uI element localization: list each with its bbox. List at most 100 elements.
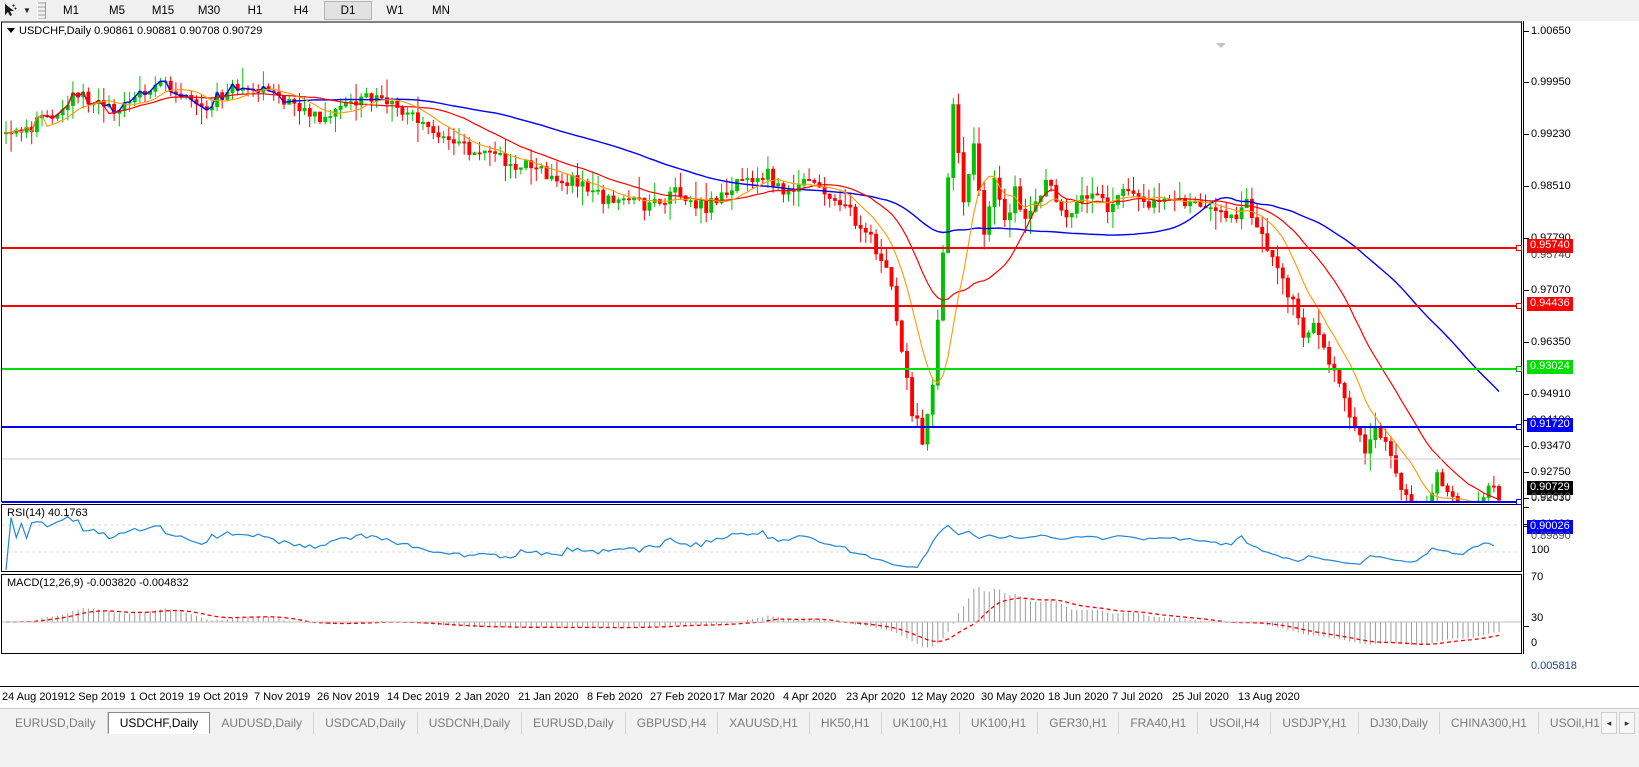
chart-tab-eurusd-daily[interactable]: EURUSD,Daily — [522, 712, 626, 734]
chart-tab-gbpusd-h4[interactable]: GBPUSD,H4 — [626, 712, 719, 734]
level-line-pivot-green[interactable] — [2, 366, 1522, 372]
chart-tab-usdjpy-h1[interactable]: USDJPY,H1 — [1271, 712, 1359, 734]
chart-tab-uk100-h1[interactable]: UK100,H1 — [960, 712, 1039, 734]
date-tick-6: 14 Dec 2019 — [387, 691, 450, 703]
chevron-down-icon[interactable]: ▼ — [23, 6, 31, 15]
price-chip-support-2[interactable]: 0.90026 — [1527, 520, 1573, 534]
price-tick-4: 0.98510 — [1531, 180, 1571, 192]
chart-tab-china300-h1[interactable]: CHINA300,H1 — [1440, 712, 1539, 734]
rsi-pane-title: RSI(14) 40.1763 — [7, 507, 88, 519]
date-tick-11: 17 Mar 2020 — [713, 691, 775, 703]
macd-chart-svg — [2, 586, 1521, 648]
chart-tab-usdchf-daily[interactable]: USDCHF,Daily — [107, 712, 211, 734]
price-tick-13: 0.92030 — [1531, 492, 1571, 504]
tab-scroll-controls: ◂ ▸ — [1601, 712, 1635, 734]
price-axis[interactable]: 1.00650 0.99950 0.99230 0.98510 0.97790 … — [1523, 21, 1639, 754]
price-tick-subtle-2: 0.90610 — [1531, 491, 1571, 503]
price-chip-resistance-1[interactable]: 0.95740 — [1527, 239, 1573, 253]
rsi-tick-0: 0 — [1531, 637, 1538, 649]
chart-tab-audusd-daily[interactable]: AUDUSD,Daily — [210, 712, 315, 734]
price-pane-title: USDCHF,Daily 0.90861 0.90881 0.90708 0.9… — [7, 25, 262, 37]
level-line-support-2[interactable] — [2, 499, 1522, 505]
chart-scroll-handle[interactable] — [1216, 43, 1226, 48]
chart-tab-uk100-h1[interactable]: UK100,H1 — [882, 712, 960, 734]
level-line-support-1[interactable] — [2, 424, 1522, 430]
date-tick-18: 25 Jul 2020 — [1172, 691, 1229, 703]
date-tick-10: 27 Feb 2020 — [650, 691, 712, 703]
price-chip-support-1[interactable]: 0.91720 — [1527, 418, 1573, 432]
chart-area[interactable]: USDCHF,Daily 0.90861 0.90881 0.90708 0.9… — [0, 21, 1639, 754]
date-tick-9: 8 Feb 2020 — [587, 691, 643, 703]
price-tick-12: 0.92750 — [1531, 466, 1571, 478]
chart-tab-ger30-h1[interactable]: GER30,H1 — [1038, 712, 1120, 734]
macd-pane[interactable]: MACD(12,26,9) -0.003820 -0.004832 — [1, 574, 1522, 654]
date-tick-15: 30 May 2020 — [981, 691, 1045, 703]
price-tick-3: 0.99230 — [1531, 128, 1571, 140]
level-line-resistance-2[interactable] — [2, 303, 1522, 309]
date-tick-14: 12 May 2020 — [911, 691, 975, 703]
level-line-resistance-1[interactable] — [2, 245, 1522, 251]
price-pane[interactable]: USDCHF,Daily 0.90861 0.90881 0.90708 0.9… — [1, 21, 1522, 505]
price-tick-subtle-1: 0.95740 — [1531, 249, 1571, 261]
timeframe-m30[interactable]: M30 — [197, 4, 221, 17]
macd-pane-title: MACD(12,26,9) -0.003820 -0.004832 — [7, 577, 189, 589]
date-tick-1: 12 Sep 2019 — [63, 691, 126, 703]
chart-tab-hk50-h1[interactable]: HK50,H1 — [810, 712, 882, 734]
chart-tab-dj30-daily[interactable]: DJ30,Daily — [1359, 712, 1440, 734]
timeframe-h4[interactable]: H4 — [293, 4, 309, 17]
date-tick-8: 21 Jan 2020 — [518, 691, 579, 703]
date-axis[interactable]: 24 Aug 2019 12 Sep 2019 1 Oct 2019 19 Oc… — [0, 686, 1639, 709]
price-tick-11: 0.93470 — [1531, 440, 1571, 452]
timeframe-m5[interactable]: M5 — [109, 4, 125, 17]
rsi-tick-100: 100 — [1531, 544, 1550, 556]
date-tick-4: 7 Nov 2019 — [254, 691, 311, 703]
rsi-pane[interactable]: RSI(14) 40.1763 — [1, 504, 1522, 572]
timeframe-w1[interactable]: W1 — [386, 4, 404, 17]
chart-tab-xauusd-h1[interactable]: XAUUSD,H1 — [718, 712, 810, 734]
chart-tabs: EURUSD,Daily USDCHF,Daily AUDUSD,Daily USDC… — [4, 712, 1612, 736]
price-chip-current: 0.90729 — [1527, 481, 1573, 495]
chart-tab-usdcad-daily[interactable]: USDCAD,Daily — [314, 712, 418, 734]
timeframe-m15[interactable]: M15 — [151, 4, 175, 17]
price-tick-6: 0.97070 — [1531, 284, 1571, 296]
date-tick-3: 19 Oct 2019 — [188, 691, 248, 703]
date-tick-19: 13 Aug 2020 — [1238, 691, 1300, 703]
collapse-triangle-icon[interactable] — [7, 28, 15, 33]
timeframe-m1[interactable]: M1 — [63, 4, 79, 17]
price-tick-7: 0.96350 — [1531, 336, 1571, 348]
price-tick-5: 0.97790 — [1531, 232, 1571, 244]
date-tick-0: 24 Aug 2019 — [2, 691, 64, 703]
timeframe-h1[interactable]: H1 — [247, 4, 263, 17]
chart-tab-bar: EURUSD,Daily USDCHF,Daily AUDUSD,Daily USDC… — [0, 708, 1639, 767]
date-tick-7: 2 Jan 2020 — [455, 691, 510, 703]
chart-tab-usdcnh-daily[interactable]: USDCNH,Daily — [418, 712, 523, 734]
date-tick-17: 7 Jul 2020 — [1112, 691, 1163, 703]
chart-tab-fra40-h1[interactable]: FRA40,H1 — [1119, 712, 1199, 734]
price-tick-9: 0.94910 — [1531, 388, 1571, 400]
price-tick-2: 0.99950 — [1531, 76, 1571, 88]
date-tick-2: 1 Oct 2019 — [130, 691, 184, 703]
macd-tick-top: 0.005818 — [1531, 660, 1577, 672]
price-tick-subtle-3: 0.89890 — [1531, 530, 1571, 542]
date-tick-5: 26 Nov 2019 — [317, 691, 380, 703]
rsi-chart-svg — [2, 515, 1521, 571]
rsi-tick-70: 70 — [1531, 571, 1544, 583]
chart-tab-usoil-h4[interactable]: USOil,H4 — [1198, 712, 1272, 734]
rsi-tick-30: 30 — [1531, 612, 1544, 624]
timeframe-toolbar: ▼ M1 M5 M15 M30 H1 H4 D1 W1 MN — [0, 0, 1639, 22]
timeframe-mn[interactable]: MN — [432, 4, 450, 17]
cursor-crosshair-icon[interactable] — [0, 1, 20, 20]
price-chip-resistance-2[interactable]: 0.94436 — [1527, 297, 1573, 311]
timeframe-d1[interactable]: D1 — [324, 1, 372, 20]
date-tick-12: 4 Apr 2020 — [783, 691, 837, 703]
price-chip-pivot-green[interactable]: 0.93024 — [1527, 360, 1573, 374]
price-tick-1: 1.00650 — [1531, 25, 1571, 37]
toolbar-grip[interactable] — [37, 2, 46, 19]
chart-tab-eurusd-daily[interactable]: EURUSD,Daily — [4, 712, 108, 734]
date-tick-13: 23 Apr 2020 — [846, 691, 906, 703]
chevron-left-icon[interactable]: ◂ — [1601, 712, 1617, 734]
price-chart-svg — [2, 67, 1521, 502]
date-tick-16: 18 Jun 2020 — [1048, 691, 1109, 703]
chevron-right-icon[interactable]: ▸ — [1619, 712, 1635, 734]
